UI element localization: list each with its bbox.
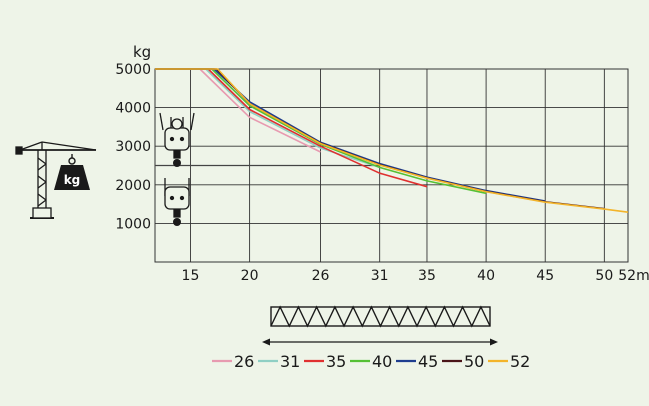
x-tick-labels: 15 20 26 31 35 40 45 50 52m bbox=[182, 268, 649, 284]
legend-item-26: 26 bbox=[212, 352, 254, 371]
y-tick-label: 1000 bbox=[115, 216, 151, 232]
legend-item-40: 40 bbox=[350, 352, 392, 371]
x-tick-label: 15 bbox=[182, 268, 200, 284]
x-tick-label: 20 bbox=[241, 268, 259, 284]
chart-legend: 26 31 35 40 45 50 52 bbox=[212, 352, 530, 371]
x-tick-label: 45 bbox=[536, 268, 554, 284]
y-axis-unit-label: kg bbox=[133, 43, 151, 61]
legend-label: 26 bbox=[234, 352, 254, 371]
series-line-45 bbox=[155, 68, 546, 202]
x-tick-label: 52m bbox=[618, 268, 649, 284]
two-fall-hook-icon bbox=[164, 178, 190, 226]
legend-item-45: 45 bbox=[396, 352, 438, 371]
x-tick-label: 26 bbox=[312, 268, 330, 284]
legend-label: 45 bbox=[418, 352, 438, 371]
y-tick-label: 3000 bbox=[115, 139, 151, 155]
x-tick-label: 40 bbox=[477, 268, 495, 284]
y-tick-label: 4000 bbox=[115, 101, 151, 117]
y-tick-label: 2000 bbox=[115, 178, 151, 194]
legend-label: 52 bbox=[510, 352, 530, 371]
y-tick-label: 5000 bbox=[115, 62, 151, 78]
tower-crane-icon bbox=[15, 141, 97, 219]
y-tick-labels: 1000 2000 3000 4000 5000 bbox=[115, 62, 151, 232]
x-tick-label: 35 bbox=[418, 268, 436, 284]
x-tick-label: 31 bbox=[371, 268, 389, 284]
legend-label: 31 bbox=[280, 352, 300, 371]
legend-item-52: 52 bbox=[488, 352, 530, 371]
weight-label: kg bbox=[64, 173, 81, 187]
series-line-52 bbox=[155, 68, 629, 213]
legend-label: 40 bbox=[372, 352, 392, 371]
legend-item-35: 35 bbox=[304, 352, 346, 371]
legend-label: 35 bbox=[326, 352, 346, 371]
jib-lattice-icon bbox=[270, 305, 491, 328]
legend-item-31: 31 bbox=[258, 352, 300, 371]
jib-length-arrow bbox=[262, 338, 498, 346]
four-fall-hook-icon bbox=[159, 112, 195, 167]
weight-icon: kg bbox=[54, 154, 90, 190]
series-lines bbox=[155, 68, 629, 213]
legend-label: 50 bbox=[464, 352, 484, 371]
x-tick-label: 50 bbox=[595, 268, 613, 284]
legend-item-50: 50 bbox=[442, 352, 484, 371]
